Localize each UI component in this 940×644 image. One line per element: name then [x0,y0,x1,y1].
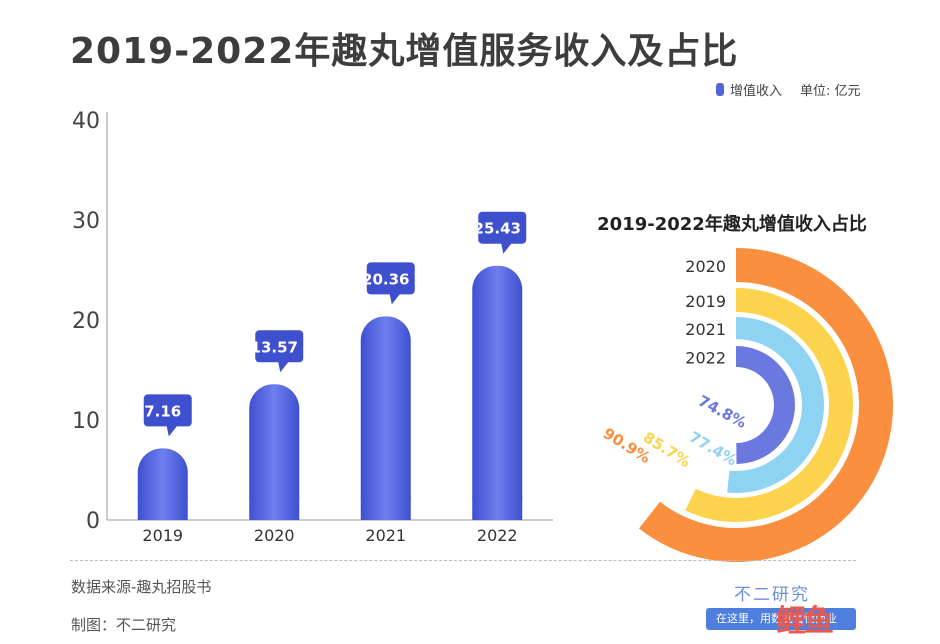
y-tick-label: 0 [86,509,100,534]
x-tick-label: 2020 [254,526,295,545]
data-label-bubble [360,262,415,305]
watermark-logo: 鲤鱼 [776,604,834,639]
page-title: 2019-2022年趣丸增值服务收入及占比 [70,31,739,72]
radial-value-label: 77.4% [686,428,740,470]
x-tick-label: 2022 [477,526,518,545]
chart-author: 制图：不二研究 [71,616,177,634]
data-source: 数据来源-趣丸招股书 [71,578,212,596]
y-tick-label: 10 [72,409,100,434]
legend-swatch [716,83,724,96]
radial-category-label: 2019 [685,292,726,311]
footer-divider [70,560,856,561]
legend-series-label: 增值收入 [730,84,783,99]
watermark-slogan: 在这里，用数据看懂商业 [706,608,856,630]
unit-label: 单位: 亿元 [800,84,861,99]
bar-base [137,496,188,520]
data-label-bubble [137,394,192,437]
bar-data-label: 13.57 [251,338,298,356]
bar-base [472,496,523,520]
bar-data-label: 25.43 [474,220,521,238]
bar-data-label: 20.36 [362,270,409,288]
y-tick-label: 20 [72,309,100,334]
radial-category-label: 2020 [685,257,726,276]
bar [249,384,300,520]
radial-chart-title: 2019-2022年趣丸增值收入占比 [597,213,867,235]
data-label-bubble [472,211,527,254]
radial-ring [638,248,893,562]
watermark-brand: 不二研究 [734,585,810,605]
radial-value-label: 74.8% [695,392,749,432]
chart-legend: 增值收入 单位: 亿元 [716,80,861,99]
y-tick-label: 30 [72,209,100,234]
bar-data-label: 7.16 [144,402,181,420]
x-tick-label: 2021 [365,526,406,545]
radial-ring [736,346,796,464]
y-tick-label: 40 [72,109,100,134]
radial-category-label: 2022 [685,349,726,368]
bar [360,316,411,520]
bar-base [249,496,300,520]
x-tick-label: 2019 [142,526,183,545]
bar-base [360,496,411,520]
radial-category-label: 2021 [685,320,726,339]
bar [472,265,523,520]
radial-ring [727,317,825,493]
data-label-bubble [249,330,304,373]
radial-ring [685,288,853,522]
